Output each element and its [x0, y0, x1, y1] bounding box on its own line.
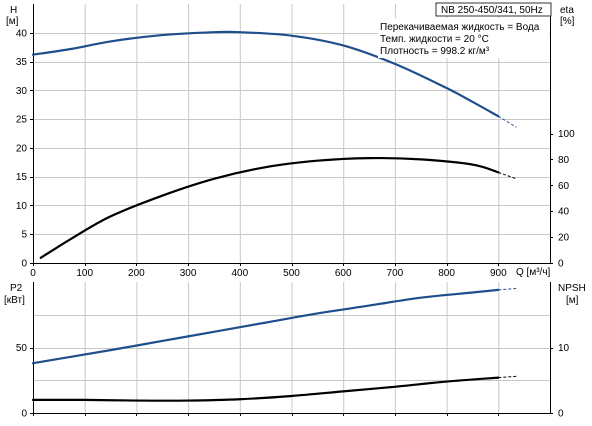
series-npsh-curve: [31, 376, 500, 402]
top-left-tick-label: 20: [16, 143, 28, 154]
x-tick-label: 200: [128, 268, 145, 279]
top-left-tick-label: 30: [16, 86, 28, 97]
top-left-tick-label: 35: [16, 57, 28, 68]
y-right-label-name: eta: [560, 5, 574, 16]
top-right-tick-label: 60: [558, 181, 570, 192]
info-line-temp: Темп. жидкости = 20 °C: [380, 34, 489, 45]
bottom-left-tick-label: 0: [21, 409, 27, 420]
info-line-density: Плотность = 998.2 кг/м³: [380, 46, 490, 57]
x-tick-label: 400: [231, 268, 248, 279]
series-eta-extension: [498, 171, 517, 180]
info-line-fluid: Перекачиваемая жидкость = Вода: [380, 22, 540, 33]
series-eta-curve: [39, 156, 500, 259]
series-p2-extension: [498, 288, 517, 291]
top-series: [31, 30, 517, 259]
x-tick-label: 100: [76, 268, 93, 279]
bottom-right-tick-label: 10: [558, 343, 570, 354]
top-left-tick-label: 10: [16, 201, 28, 212]
bottom-series: [31, 288, 517, 402]
top-right-tick-label: 40: [558, 207, 570, 218]
y-right-label-unit: [%]: [560, 16, 575, 27]
x-tick-label: 300: [180, 268, 197, 279]
bottom-axes: [30, 282, 553, 416]
series-h-extension: [498, 115, 517, 128]
x-tick-label: 500: [283, 268, 300, 279]
top-left-tick-label: 15: [16, 172, 28, 183]
x-tick-label: 800: [438, 268, 455, 279]
series-p2-curve: [31, 288, 500, 365]
x-axis-label: Q [м³/ч]: [516, 267, 551, 278]
p2-label-unit: [кВт]: [4, 295, 25, 306]
npsh-label-name: NPSH: [558, 283, 586, 294]
series-h-curve: [31, 30, 500, 118]
x-tick-label: 0: [30, 268, 36, 279]
title-box: [435, 2, 552, 17]
x-tick-label: 900: [490, 268, 507, 279]
y-left-label-name: H: [10, 5, 17, 16]
bottom-left-tick-label: 50: [16, 343, 28, 354]
series-npsh-extension: [498, 375, 517, 379]
top-left-tick-label: 5: [21, 230, 27, 241]
top-right-tick-label: 20: [558, 233, 570, 244]
npsh-label-unit: [м]: [566, 295, 579, 306]
p2-label-name: P2: [10, 283, 23, 294]
top-axes: [30, 4, 553, 266]
y-left-label-unit: [м]: [6, 16, 19, 27]
bottom-right-tick-label: 0: [558, 409, 564, 420]
top-left-tick-label: 0: [21, 259, 27, 270]
x-tick-label: 700: [387, 268, 404, 279]
info-box: [378, 18, 549, 58]
x-tick-label: 600: [335, 268, 352, 279]
chart-title: NB 250-450/341, 50Hz: [441, 5, 543, 16]
top-left-tick-label: 25: [16, 115, 28, 126]
bottom-panel: 0 50 0 10 P2 [кВт] NPSH [м]: [4, 282, 586, 420]
bottom-labels: 0 50 0 10: [16, 343, 570, 420]
top-right-tick-label: 0: [558, 259, 564, 270]
top-right-tick-label: 100: [558, 129, 575, 140]
top-right-tick-label: 80: [558, 155, 570, 166]
top-left-tick-label: 40: [16, 28, 28, 39]
